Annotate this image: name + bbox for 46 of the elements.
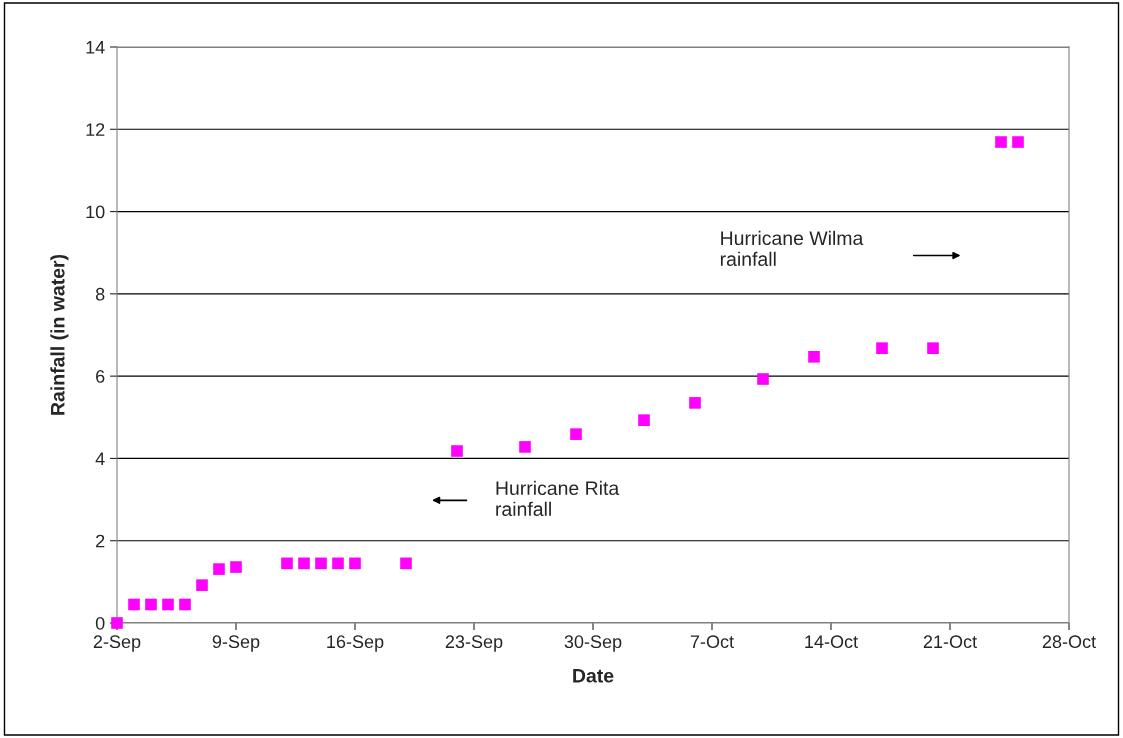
point (519, 441, 531, 453)
x-tick-label: 7-Oct (690, 635, 734, 649)
point (111, 617, 123, 629)
x-tick-label: 23-Sep (445, 635, 503, 652)
x-axis-title: Date (573, 669, 614, 683)
y-axis-title: Rainfall (in water) (50, 254, 69, 415)
point (638, 414, 650, 426)
point (570, 428, 582, 440)
x-tick-label: 28-Oct (1042, 635, 1096, 649)
y-tick-label: 8 (95, 287, 105, 301)
point (927, 342, 939, 354)
point (213, 563, 225, 575)
y-tick-label: 4 (95, 452, 105, 465)
point (145, 598, 157, 611)
y-tick-label: 10 (86, 205, 105, 219)
point (451, 445, 463, 457)
point (162, 598, 174, 611)
x-tick-label: 21-Oct (923, 635, 977, 649)
x-tick-label: 30-Sep (564, 635, 622, 652)
point (196, 579, 208, 591)
x-tick-label: 9-Sep (212, 635, 260, 652)
point (757, 373, 769, 385)
point (808, 351, 820, 363)
y-tick-label: 6 (96, 370, 105, 383)
point (349, 557, 361, 570)
x-tick-label: 14-Oct (805, 635, 858, 649)
point (1012, 136, 1024, 148)
x-tick-label: 2-Sep (93, 635, 141, 652)
point (179, 598, 191, 611)
y-tick-label: 0 (95, 616, 105, 630)
point (281, 557, 293, 570)
point (332, 557, 344, 570)
annotation: Hurricane Wilma rainfall (720, 230, 864, 267)
point (128, 598, 140, 611)
point (995, 136, 1007, 148)
point (298, 557, 310, 570)
x-tick-label: 16-Sep (327, 635, 384, 652)
point (689, 397, 701, 409)
y-tick-label: 12 (86, 123, 105, 136)
point (230, 561, 242, 573)
point (400, 557, 412, 570)
point (315, 557, 327, 570)
y-tick-label: 14 (86, 41, 105, 54)
annotation: Hurricane Rita rainfall (496, 480, 620, 516)
y-tick-label: 2 (96, 534, 105, 548)
point (876, 342, 888, 354)
